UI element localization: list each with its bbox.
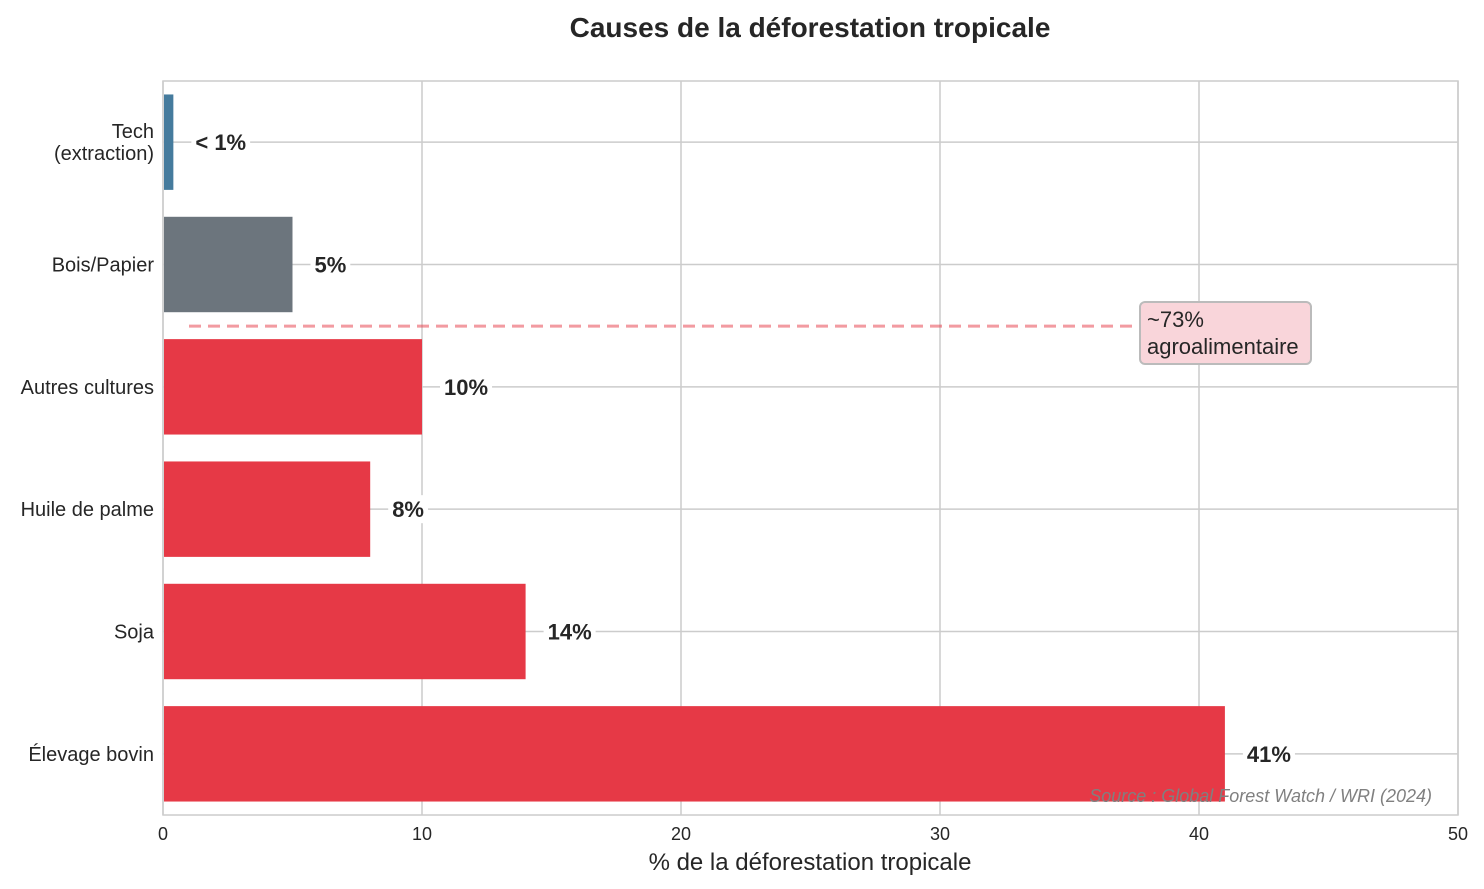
- x-tick-label: 20: [671, 824, 691, 844]
- x-axis-ticks: 0 10 20 30 40 50: [158, 824, 1468, 844]
- bar: [164, 216, 293, 313]
- value-label: 14%: [548, 620, 592, 645]
- y-axis-labels: Tech(extraction) Bois/Papier Autres cultur…: [21, 121, 155, 766]
- value-label-backing: [1242, 739, 1295, 768]
- x-tick-label: 30: [930, 824, 950, 844]
- bar: [164, 339, 422, 435]
- value-label: 8%: [392, 497, 424, 522]
- value-label: < 1%: [195, 130, 246, 155]
- value-label-backing: [310, 250, 351, 279]
- value-label-backing: [388, 495, 428, 524]
- bars: [164, 94, 1225, 802]
- x-axis-label: % de la déforestation tropicale: [649, 849, 972, 876]
- annotation-text: ~73%: [1147, 307, 1204, 332]
- value-label-backing: [440, 372, 493, 401]
- x-tick-label: 0: [158, 824, 168, 844]
- annotation-text: agroalimentaire: [1147, 334, 1299, 359]
- value-label-backing: [191, 128, 251, 157]
- bar: [164, 706, 1225, 802]
- x-tick-label: 50: [1448, 824, 1468, 844]
- value-label: 5%: [315, 253, 347, 278]
- category-label: Bois/Papier: [52, 255, 155, 277]
- value-label: 10%: [444, 375, 488, 400]
- value-label: 41%: [1247, 742, 1291, 767]
- source-note: Source : Global Forest Watch / WRI (2024…: [1089, 786, 1432, 806]
- x-tick-label: 10: [412, 824, 432, 844]
- category-label: Soja: [114, 622, 155, 644]
- bar: [164, 583, 526, 680]
- category-label: (extraction): [54, 143, 154, 165]
- annotation-box: [1139, 301, 1312, 365]
- category-label: Huile de palme: [21, 499, 154, 521]
- bar: [164, 461, 371, 557]
- category-label: Autres cultures: [21, 377, 154, 399]
- annotation: ~73%agroalimentaire: [189, 301, 1312, 365]
- value-label-backing: [543, 617, 596, 646]
- x-tick-label: 40: [1189, 824, 1209, 844]
- plot-frame: [162, 80, 1459, 816]
- category-label: Tech: [112, 121, 154, 143]
- category-label: Élevage bovin: [28, 743, 154, 766]
- value-labels: < 1% 5% 10% 8% 14% 41%: [191, 128, 1295, 768]
- chart-title: Causes de la déforestation tropicale: [570, 12, 1051, 43]
- bar: [164, 94, 174, 190]
